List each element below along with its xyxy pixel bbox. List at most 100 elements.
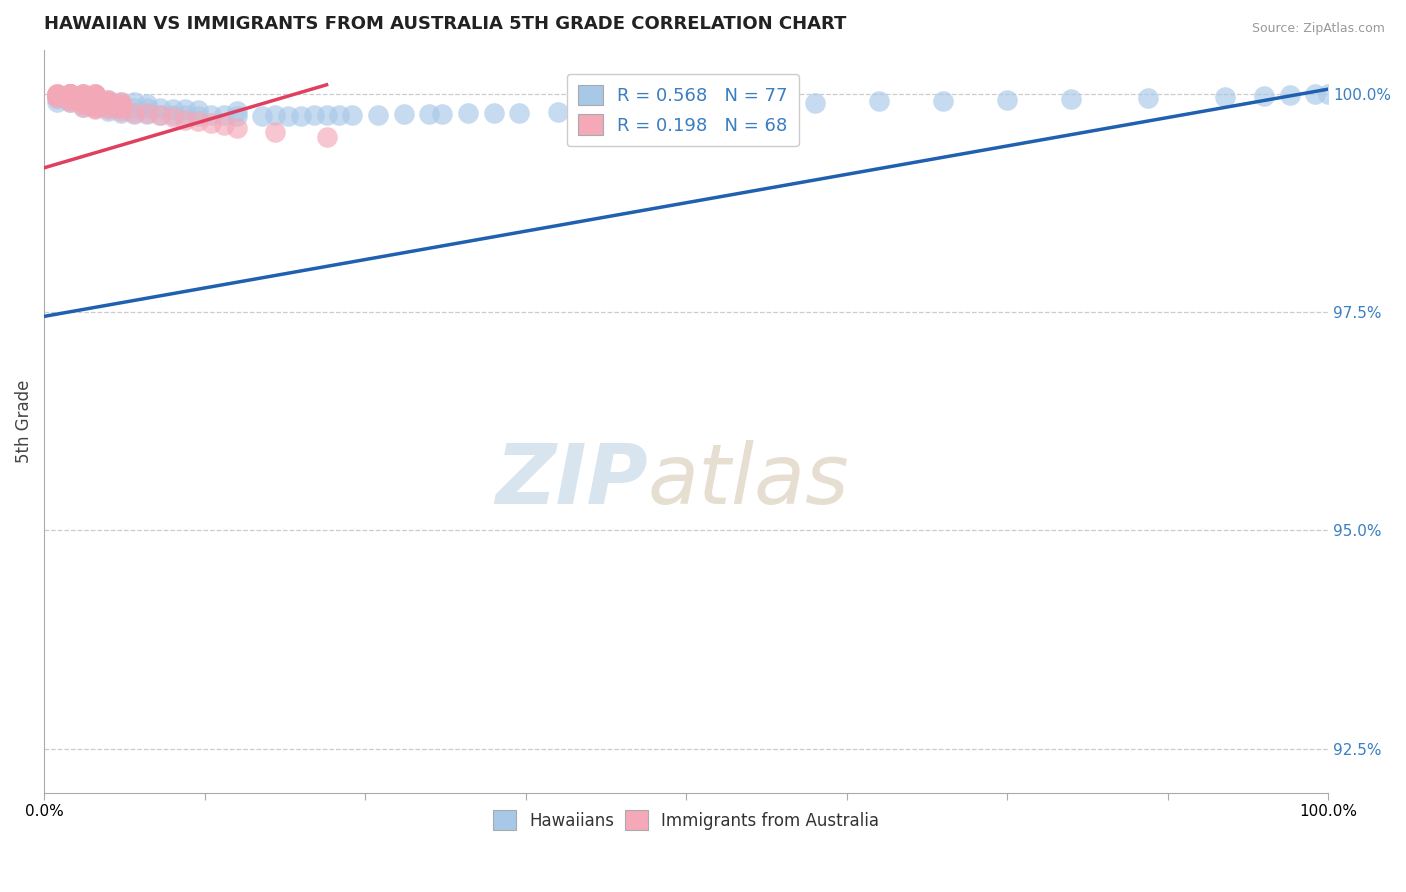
Point bbox=[264, 108, 287, 122]
Point bbox=[84, 95, 107, 110]
Point bbox=[59, 93, 82, 107]
Point bbox=[84, 87, 107, 101]
Point bbox=[418, 106, 440, 120]
Point bbox=[84, 93, 107, 107]
Point bbox=[84, 100, 107, 114]
Point bbox=[200, 108, 222, 122]
Point bbox=[1060, 92, 1083, 106]
Point bbox=[110, 103, 132, 118]
Point bbox=[72, 97, 94, 112]
Point bbox=[59, 87, 82, 101]
Point bbox=[135, 102, 157, 116]
Point bbox=[675, 101, 697, 115]
Point bbox=[315, 130, 337, 145]
Point bbox=[59, 93, 82, 107]
Point bbox=[97, 97, 120, 112]
Point bbox=[149, 108, 172, 122]
Point bbox=[547, 104, 569, 119]
Point bbox=[97, 94, 120, 108]
Point bbox=[457, 105, 479, 120]
Point bbox=[84, 101, 107, 115]
Text: Source: ZipAtlas.com: Source: ZipAtlas.com bbox=[1251, 22, 1385, 36]
Point bbox=[174, 108, 197, 122]
Point bbox=[72, 95, 94, 110]
Point bbox=[122, 102, 145, 116]
Point bbox=[110, 95, 132, 110]
Point bbox=[367, 107, 389, 121]
Point bbox=[110, 99, 132, 113]
Point bbox=[59, 88, 82, 103]
Point bbox=[225, 109, 247, 123]
Point bbox=[1278, 88, 1301, 103]
Point bbox=[1253, 89, 1275, 103]
Point bbox=[135, 97, 157, 112]
Point bbox=[122, 105, 145, 120]
Point bbox=[59, 87, 82, 101]
Point bbox=[84, 92, 107, 106]
Point bbox=[264, 125, 287, 139]
Point bbox=[650, 102, 672, 116]
Point bbox=[46, 88, 69, 103]
Point bbox=[430, 106, 453, 120]
Point bbox=[72, 90, 94, 104]
Point bbox=[59, 87, 82, 101]
Point bbox=[315, 107, 337, 121]
Y-axis label: 5th Grade: 5th Grade bbox=[15, 380, 32, 463]
Point bbox=[212, 118, 235, 132]
Point bbox=[59, 87, 82, 101]
Point bbox=[135, 106, 157, 120]
Point bbox=[84, 87, 107, 102]
Point bbox=[72, 92, 94, 106]
Point bbox=[97, 93, 120, 107]
Point bbox=[162, 110, 184, 124]
Point bbox=[84, 95, 107, 110]
Point bbox=[252, 109, 274, 123]
Point bbox=[46, 91, 69, 105]
Point bbox=[482, 105, 505, 120]
Point bbox=[59, 88, 82, 103]
Point bbox=[72, 89, 94, 103]
Text: HAWAIIAN VS IMMIGRANTS FROM AUSTRALIA 5TH GRADE CORRELATION CHART: HAWAIIAN VS IMMIGRANTS FROM AUSTRALIA 5T… bbox=[44, 15, 846, 33]
Point bbox=[212, 107, 235, 121]
Point bbox=[46, 95, 69, 110]
Point bbox=[97, 93, 120, 107]
Point bbox=[342, 107, 364, 121]
Point bbox=[84, 102, 107, 116]
Point bbox=[72, 87, 94, 102]
Point bbox=[59, 87, 82, 101]
Point bbox=[72, 89, 94, 103]
Point bbox=[59, 87, 82, 101]
Point bbox=[72, 88, 94, 103]
Point bbox=[59, 87, 82, 102]
Point bbox=[1215, 90, 1237, 104]
Point bbox=[700, 100, 723, 114]
Point bbox=[778, 97, 800, 112]
Point bbox=[72, 87, 94, 101]
Point bbox=[302, 108, 325, 122]
Point bbox=[59, 87, 82, 102]
Point bbox=[1303, 87, 1326, 102]
Legend: Hawaiians, Immigrants from Australia: Hawaiians, Immigrants from Australia bbox=[486, 804, 886, 837]
Point bbox=[46, 91, 69, 105]
Point bbox=[97, 100, 120, 114]
Point bbox=[162, 102, 184, 116]
Point bbox=[97, 103, 120, 118]
Point bbox=[46, 87, 69, 101]
Text: ZIP: ZIP bbox=[495, 440, 648, 521]
Point bbox=[84, 94, 107, 108]
Point bbox=[110, 95, 132, 110]
Point bbox=[187, 103, 209, 117]
Point bbox=[1137, 91, 1160, 105]
Point bbox=[46, 88, 69, 103]
Point bbox=[97, 100, 120, 114]
Point bbox=[84, 89, 107, 103]
Point bbox=[803, 96, 825, 111]
Text: atlas: atlas bbox=[648, 440, 849, 521]
Point bbox=[59, 91, 82, 105]
Point bbox=[59, 89, 82, 103]
Point bbox=[740, 98, 762, 112]
Point bbox=[277, 109, 299, 123]
Point bbox=[72, 100, 94, 114]
Point bbox=[110, 97, 132, 112]
Point bbox=[72, 94, 94, 108]
